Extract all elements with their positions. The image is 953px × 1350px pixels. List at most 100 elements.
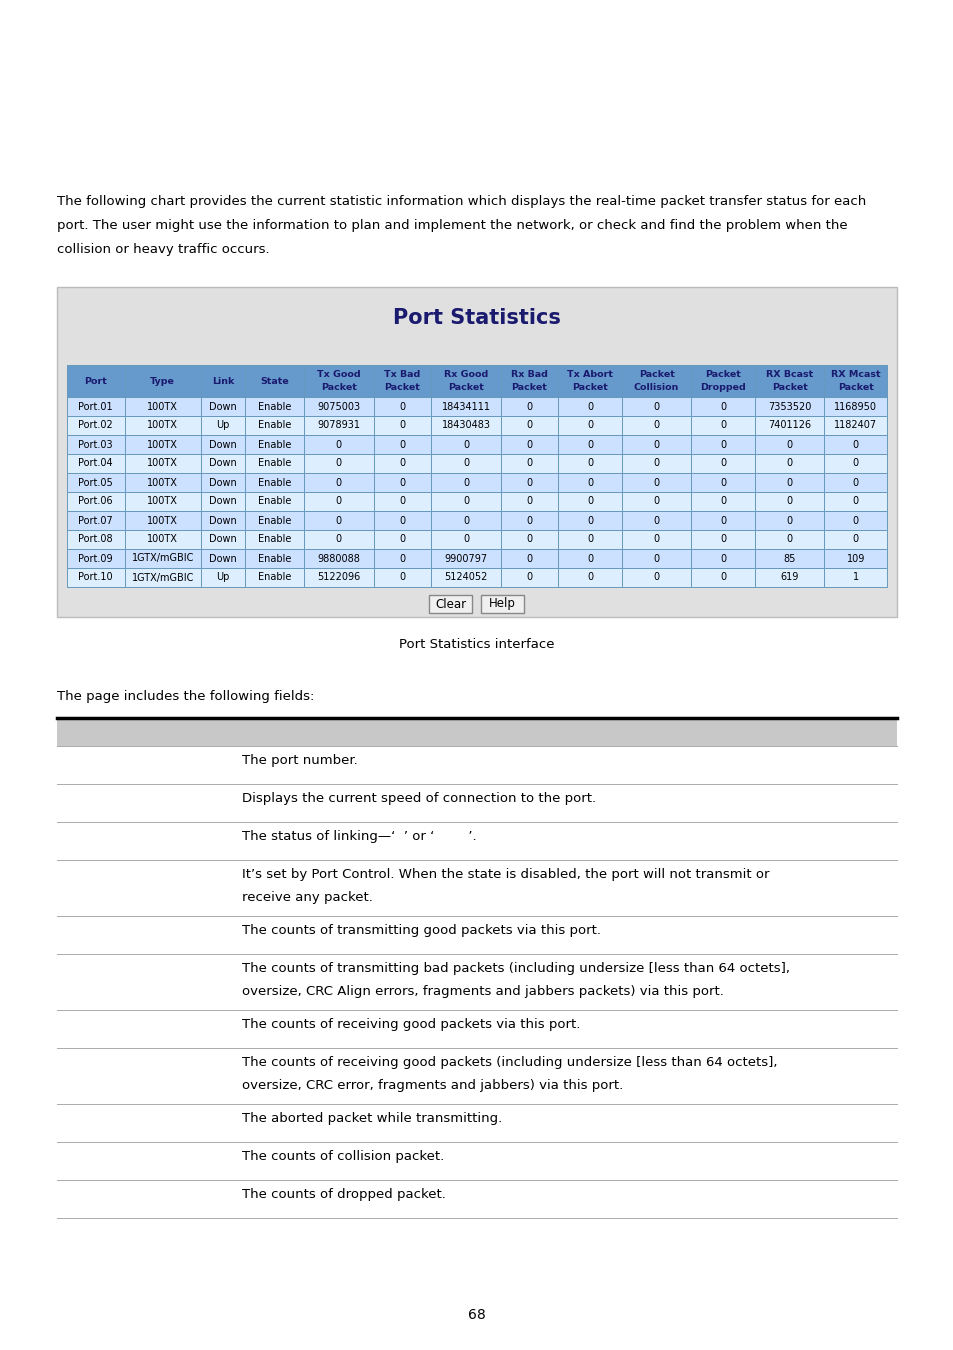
Text: Packet: Packet [572,383,607,392]
Bar [431,454,500,472]
Text: 0: 0 [526,516,532,525]
Text: 0: 0 [399,459,405,468]
Text: 0: 0 [586,401,593,412]
Bar [500,568,558,587]
Bar [558,397,621,416]
Text: The aborted packet while transmitting.: The aborted packet while transmitting. [242,1112,501,1125]
Text: Port Statistics interface: Port Statistics interface [399,639,554,651]
Bar [201,397,245,416]
Bar [823,491,886,512]
Text: 0: 0 [335,478,341,487]
Bar [57,288,896,617]
Bar [691,454,754,472]
Text: Enable: Enable [257,478,291,487]
Text: 0: 0 [526,535,532,544]
Text: Packet: Packet [704,370,740,379]
Text: Port Statistics: Port Statistics [393,308,560,328]
Text: The port number.: The port number. [242,755,357,767]
Text: Down: Down [209,497,236,506]
Text: Down: Down [209,459,236,468]
Text: 9078931: 9078931 [317,420,360,431]
Bar [754,416,823,435]
Bar [67,512,125,531]
Bar [304,491,374,512]
Bar [245,549,304,568]
Bar [374,397,431,416]
Text: Enable: Enable [257,554,291,563]
Bar [558,364,621,397]
Text: The counts of dropped packet.: The counts of dropped packet. [242,1188,445,1202]
Bar [304,364,374,397]
Text: Port.10: Port.10 [78,572,113,582]
Text: 0: 0 [720,554,725,563]
Bar [304,472,374,491]
Bar [245,397,304,416]
Text: Tx Good: Tx Good [316,370,360,379]
Text: It’s set by Port Control. When the state is disabled, the port will not transmit: It’s set by Port Control. When the state… [242,868,769,905]
Text: State: State [260,377,289,386]
Text: 7353520: 7353520 [767,401,810,412]
Text: 0: 0 [653,535,659,544]
Text: 1182407: 1182407 [833,420,877,431]
Text: 0: 0 [785,440,792,450]
Text: 0: 0 [335,459,341,468]
Text: Packet: Packet [320,383,356,392]
Bar [67,568,125,587]
Bar [67,397,125,416]
Text: The counts of receiving good packets via this port.: The counts of receiving good packets via… [242,1018,579,1031]
Bar [201,568,245,587]
Bar [480,595,523,613]
Text: The counts of receiving good packets (including undersize [less than 64 octets],: The counts of receiving good packets (in… [242,1056,777,1092]
Bar [304,397,374,416]
Text: Port.03: Port.03 [78,440,113,450]
Bar [500,397,558,416]
Text: 0: 0 [852,497,858,506]
Text: Dropped: Dropped [700,383,745,392]
Bar [67,472,125,491]
Text: Port.07: Port.07 [78,516,113,525]
Bar [431,435,500,454]
Text: 0: 0 [720,516,725,525]
Text: Rx Good: Rx Good [443,370,488,379]
Bar [201,549,245,568]
Bar [304,568,374,587]
Text: 0: 0 [586,420,593,431]
Bar [201,416,245,435]
Text: 18430483: 18430483 [441,420,490,431]
Bar [754,531,823,549]
Text: collision or heavy traffic occurs.: collision or heavy traffic occurs. [57,243,270,256]
Bar [431,568,500,587]
Bar [621,549,691,568]
Bar [201,531,245,549]
Text: 1168950: 1168950 [833,401,876,412]
Text: 0: 0 [720,478,725,487]
Text: 109: 109 [845,554,864,563]
Text: Tx Bad: Tx Bad [384,370,420,379]
Text: Down: Down [209,554,236,563]
Text: 0: 0 [852,459,858,468]
Bar [823,472,886,491]
Bar [67,549,125,568]
Bar [245,435,304,454]
Text: 100TX: 100TX [147,420,178,431]
Text: The counts of collision packet.: The counts of collision packet. [242,1150,444,1162]
Bar [823,416,886,435]
Bar [691,416,754,435]
Bar [431,416,500,435]
Bar [125,364,201,397]
Text: 9075003: 9075003 [317,401,360,412]
Text: 0: 0 [526,478,532,487]
Bar [691,472,754,491]
Bar [374,512,431,531]
Bar [691,549,754,568]
Text: 100TX: 100TX [147,401,178,412]
Text: 0: 0 [399,516,405,525]
Text: 85: 85 [782,554,795,563]
Text: The following chart provides the current statistic information which displays th: The following chart provides the current… [57,194,865,208]
Bar [67,531,125,549]
Bar [558,531,621,549]
Bar [57,718,896,747]
Text: 1GTX/mGBIC: 1GTX/mGBIC [132,554,193,563]
Bar [431,512,500,531]
Bar [67,416,125,435]
